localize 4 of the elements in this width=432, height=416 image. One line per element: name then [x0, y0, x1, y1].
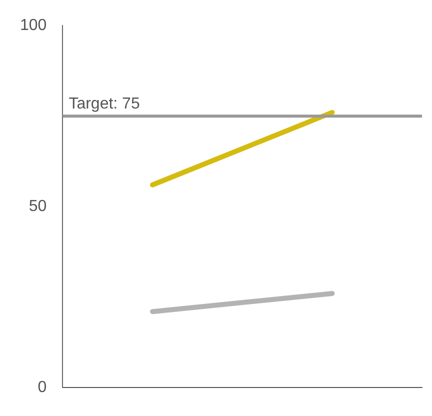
y-tick-label: 0: [38, 379, 47, 396]
y-tick-label: 50: [28, 198, 47, 216]
y-tick-label: 100: [20, 17, 47, 34]
ref-line-label: Target: 75: [68, 96, 140, 113]
